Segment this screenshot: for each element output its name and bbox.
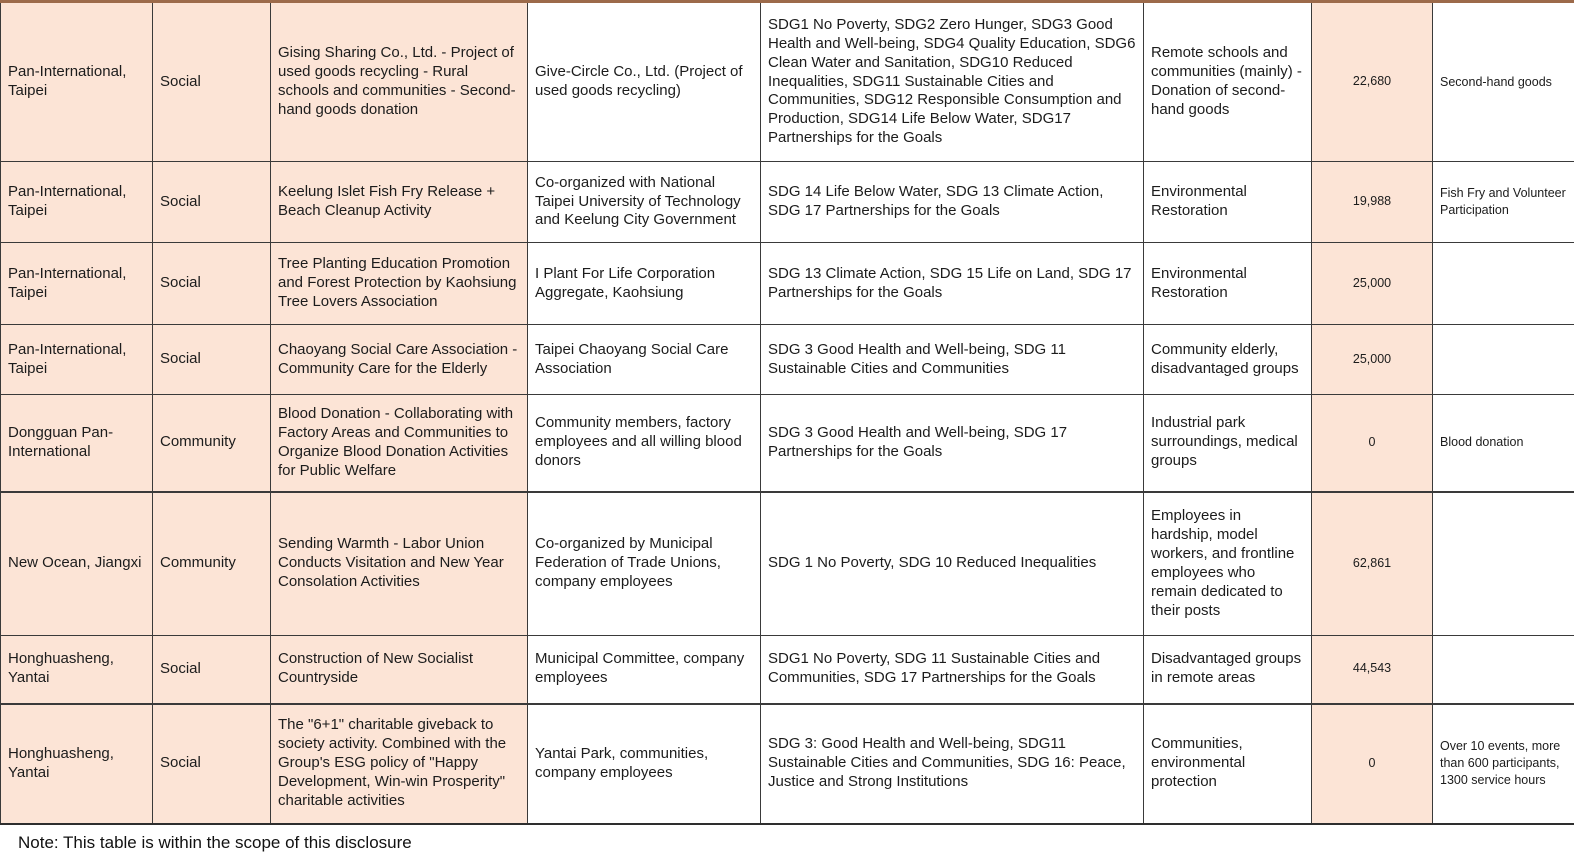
- cell-entity: Pan-International, Taipei: [0, 1, 153, 162]
- cell-category: Social: [152, 1, 271, 162]
- table-row: Pan-International, Taipei Social Keelung…: [0, 161, 1574, 243]
- table-row: Honghuasheng, Yantai Social The "6+1" ch…: [0, 702, 1574, 824]
- cell-entity: Dongguan Pan-International: [0, 394, 153, 492]
- table-row: Honghuasheng, Yantai Social Construction…: [0, 635, 1574, 704]
- cell-note: Second-hand goods: [1432, 1, 1574, 162]
- cell-activity: Tree Planting Education Promotion and Fo…: [270, 242, 528, 325]
- cell-sdgs: SDG 1 No Poverty, SDG 10 Reduced Inequal…: [760, 490, 1144, 636]
- cell-activity: Sending Warmth - Labor Union Conducts Vi…: [270, 490, 528, 636]
- cell-beneficiaries: Remote schools and communities (mainly) …: [1143, 1, 1312, 162]
- cell-partners: Co-organized by Municipal Federation of …: [527, 490, 761, 636]
- cell-partners: Community members, factory employees and…: [527, 394, 761, 492]
- cell-beneficiaries: Employees in hardship, model workers, an…: [1143, 490, 1312, 636]
- cell-sdgs: SDG1 No Poverty, SDG2 Zero Hunger, SDG3 …: [760, 1, 1144, 162]
- cell-partners: Co-organized with National Taipei Univer…: [527, 161, 761, 243]
- cell-amount: 19,988: [1311, 161, 1433, 243]
- cell-note: [1432, 490, 1574, 636]
- cell-beneficiaries: Environmental Restoration: [1143, 161, 1312, 243]
- cell-note: Blood donation: [1432, 394, 1574, 492]
- cell-entity: Pan-International, Taipei: [0, 161, 153, 243]
- cell-category: Social: [152, 242, 271, 325]
- cell-activity: Gising Sharing Co., Ltd. - Project of us…: [270, 1, 528, 162]
- table-row: New Ocean, Jiangxi Community Sending War…: [0, 490, 1574, 636]
- cell-category: Social: [152, 324, 271, 395]
- cell-partners: Municipal Committee, company employees: [527, 635, 761, 704]
- cell-entity: New Ocean, Jiangxi: [0, 490, 153, 636]
- cell-partners: Give-Circle Co., Ltd. (Project of used g…: [527, 1, 761, 162]
- cell-entity: Honghuasheng, Yantai: [0, 635, 153, 704]
- cell-activity: Keelung Islet Fish Fry Release + Beach C…: [270, 161, 528, 243]
- cell-amount: 62,861: [1311, 490, 1433, 636]
- cell-amount: 22,680: [1311, 1, 1433, 162]
- cell-beneficiaries: Environmental Restoration: [1143, 242, 1312, 325]
- cell-note: Fish Fry and Volunteer Participation: [1432, 161, 1574, 243]
- cell-sdgs: SDG 13 Climate Action, SDG 15 Life on La…: [760, 242, 1144, 325]
- cell-note: Over 10 events, more than 600 participan…: [1432, 702, 1574, 824]
- cell-activity: Blood Donation - Collaborating with Fact…: [270, 394, 528, 492]
- cell-entity: Pan-International, Taipei: [0, 324, 153, 395]
- cell-beneficiaries: Communities, environmental protection: [1143, 702, 1312, 824]
- cell-entity: Honghuasheng, Yantai: [0, 702, 153, 824]
- cell-amount: 44,543: [1311, 635, 1433, 704]
- cell-sdgs: SDG 3 Good Health and Well-being, SDG 11…: [760, 324, 1144, 395]
- cell-note: [1432, 242, 1574, 325]
- cell-category: Social: [152, 702, 271, 824]
- cell-amount: 25,000: [1311, 324, 1433, 395]
- cell-note: [1432, 324, 1574, 395]
- cell-activity: Construction of New Socialist Countrysid…: [270, 635, 528, 704]
- cell-sdgs: SDG 3 Good Health and Well-being, SDG 17…: [760, 394, 1144, 492]
- cell-beneficiaries: Industrial park surroundings, medical gr…: [1143, 394, 1312, 492]
- cell-entity: Pan-International, Taipei: [0, 242, 153, 325]
- table-row: Pan-International, Taipei Social Chaoyan…: [0, 324, 1574, 395]
- cell-partners: I Plant For Life Corporation Aggregate, …: [527, 242, 761, 325]
- cell-beneficiaries: Community elderly, disadvantaged groups: [1143, 324, 1312, 395]
- cell-partners: Taipei Chaoyang Social Care Association: [527, 324, 761, 395]
- table-footnote: Note: This table is within the scope of …: [18, 832, 412, 852]
- table-row: Pan-International, Taipei Social Tree Pl…: [0, 242, 1574, 325]
- cell-sdgs: SDG 3: Good Health and Well-being, SDG11…: [760, 702, 1144, 824]
- table-row: Pan-International, Taipei Social Gising …: [0, 1, 1574, 162]
- cell-partners: Yantai Park, communities, company employ…: [527, 702, 761, 824]
- cell-category: Social: [152, 635, 271, 704]
- cell-sdgs: SDG1 No Poverty, SDG 11 Sustainable Citi…: [760, 635, 1144, 704]
- cell-category: Community: [152, 394, 271, 492]
- cell-category: Social: [152, 161, 271, 243]
- cell-amount: 0: [1311, 394, 1433, 492]
- cell-beneficiaries: Disadvantaged groups in remote areas: [1143, 635, 1312, 704]
- cell-amount: 0: [1311, 702, 1433, 824]
- cell-note: [1432, 635, 1574, 704]
- cell-activity: The "6+1" charitable giveback to society…: [270, 702, 528, 824]
- csr-activities-table: Pan-International, Taipei Social Gising …: [0, 0, 1574, 825]
- cell-activity: Chaoyang Social Care Association - Commu…: [270, 324, 528, 395]
- cell-category: Community: [152, 490, 271, 636]
- cell-sdgs: SDG 14 Life Below Water, SDG 13 Climate …: [760, 161, 1144, 243]
- cell-amount: 25,000: [1311, 242, 1433, 325]
- table-row: Dongguan Pan-International Community Blo…: [0, 394, 1574, 492]
